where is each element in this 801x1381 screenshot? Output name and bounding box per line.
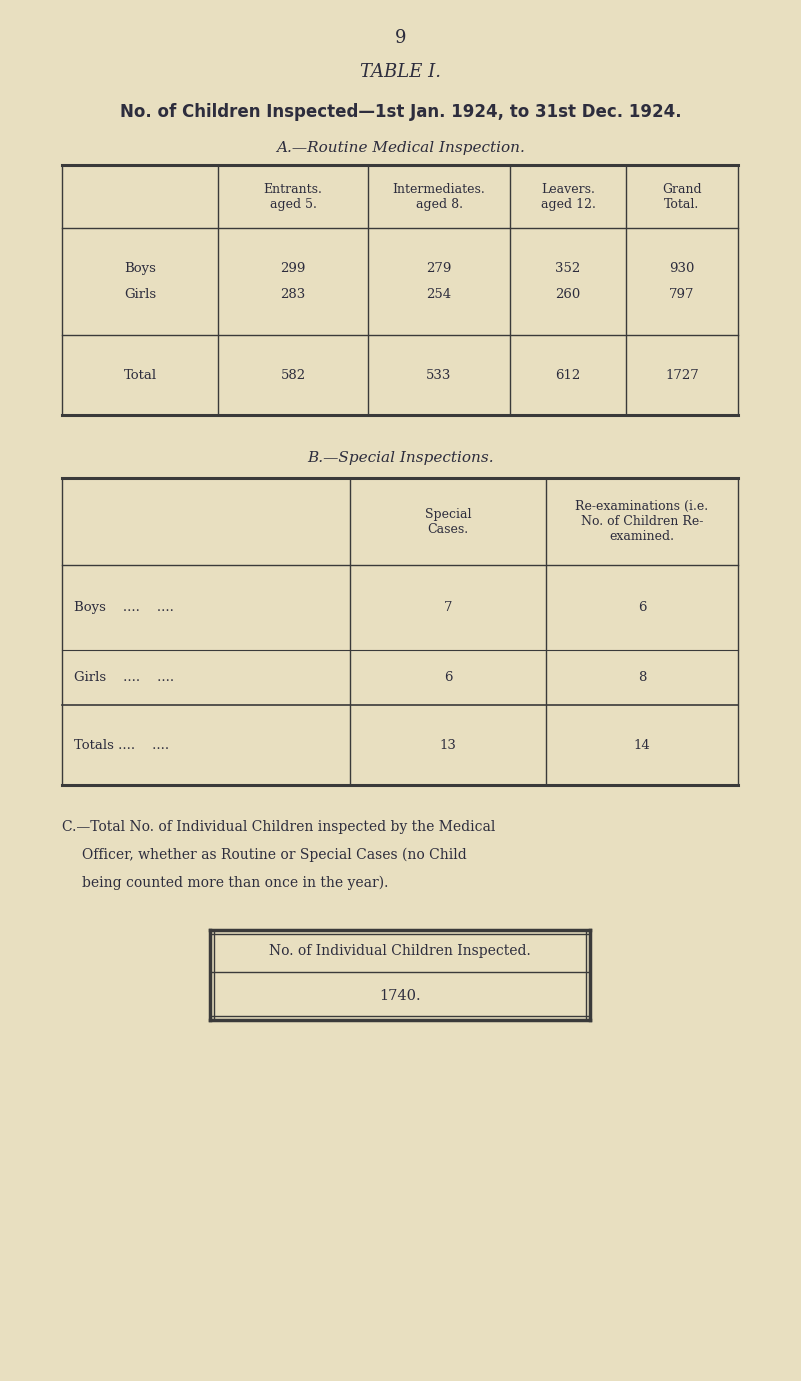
Text: 254: 254 [426,289,452,301]
Text: 14: 14 [634,739,650,751]
Text: Boys: Boys [124,262,156,275]
Text: 283: 283 [280,289,306,301]
Text: 797: 797 [670,289,694,301]
Text: 6: 6 [638,601,646,615]
Text: Entrants.
aged 5.: Entrants. aged 5. [264,182,323,210]
Text: TABLE I.: TABLE I. [360,64,441,81]
Text: Grand
Total.: Grand Total. [662,182,702,210]
Text: Girls    ....    ....: Girls .... .... [74,671,174,684]
Text: 352: 352 [555,262,581,275]
Text: 9: 9 [395,29,406,47]
Text: 13: 13 [440,739,457,751]
Text: A.—Routine Medical Inspection.: A.—Routine Medical Inspection. [276,141,525,155]
Text: 1727: 1727 [665,369,699,381]
Text: Intermediates.
aged 8.: Intermediates. aged 8. [392,182,485,210]
Text: 8: 8 [638,671,646,684]
Text: 930: 930 [670,262,694,275]
Text: 260: 260 [555,289,581,301]
Text: being counted more than once in the year).: being counted more than once in the year… [82,876,388,891]
Text: Total: Total [123,369,156,381]
Text: No. of Children Inspected—1st Jan. 1924, to 31st Dec. 1924.: No. of Children Inspected—1st Jan. 1924,… [119,104,682,122]
Text: Officer, whether as Routine or Special Cases (no Child: Officer, whether as Routine or Special C… [82,848,467,862]
Text: B.—Special Inspections.: B.—Special Inspections. [308,452,493,465]
Text: Girls: Girls [124,289,156,301]
Text: No. of Individual Children Inspected.: No. of Individual Children Inspected. [269,945,531,958]
Text: 6: 6 [444,671,453,684]
Text: Re-examinations (i.e.
No. of Children Re-
examined.: Re-examinations (i.e. No. of Children Re… [575,500,709,543]
Text: 612: 612 [555,369,581,381]
Text: 299: 299 [280,262,306,275]
Text: 1740.: 1740. [379,989,421,1003]
Text: 533: 533 [426,369,452,381]
Text: 279: 279 [426,262,452,275]
Text: Special
Cases.: Special Cases. [425,507,471,536]
Text: Leavers.
aged 12.: Leavers. aged 12. [541,182,595,210]
Text: 7: 7 [444,601,453,615]
Text: Boys    ....    ....: Boys .... .... [74,601,174,615]
Text: C.—Total No. of Individual Children inspected by the Medical: C.—Total No. of Individual Children insp… [62,820,495,834]
Text: 582: 582 [280,369,305,381]
Text: Totals ....    ....: Totals .... .... [74,739,169,751]
